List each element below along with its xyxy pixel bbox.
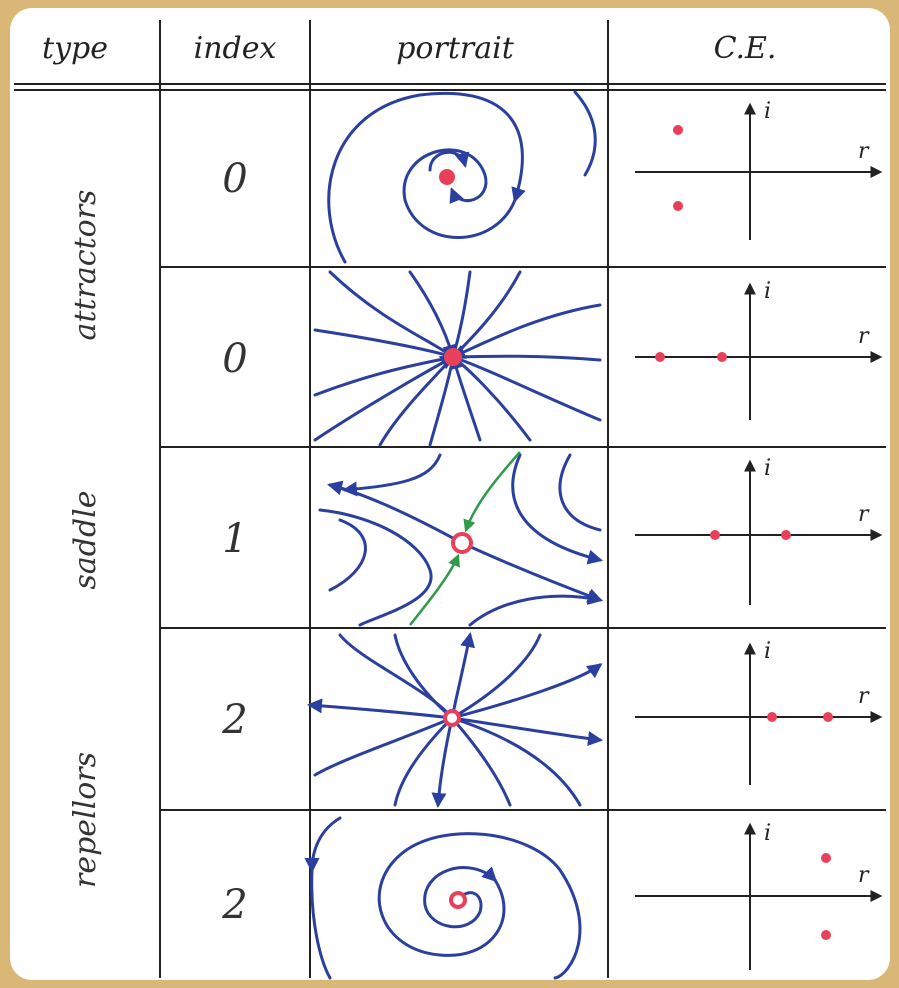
ce-plot: i r — [635, 99, 883, 240]
ce-plot: i r — [635, 279, 883, 420]
portrait-spiral-in — [327, 90, 597, 264]
ce-axis-label: r — [858, 139, 870, 164]
index: 1 — [222, 516, 247, 562]
portrait-node — [313, 270, 602, 447]
ce-axis-label: i — [764, 456, 771, 481]
ce-axis-label: i — [764, 639, 771, 664]
ce-plot: i r — [635, 456, 883, 605]
ce-axis-label: i — [764, 279, 771, 304]
header: C.E. — [714, 31, 777, 66]
grid — [14, 20, 886, 978]
portrait-spiral-out — [304, 816, 582, 980]
portrait-saddle — [318, 451, 603, 627]
ce-axis-label: r — [858, 324, 870, 349]
header: type — [42, 31, 108, 66]
ce-axis-label: r — [858, 684, 870, 709]
ce-axis-label: r — [858, 502, 870, 527]
type-label: repellors — [68, 752, 103, 888]
index: 2 — [221, 882, 247, 928]
index: 2 — [221, 697, 247, 743]
portrait-repellor-node — [307, 632, 603, 808]
ce-plot: i r — [635, 639, 883, 785]
index: 0 — [222, 156, 247, 202]
ce-axis-label: r — [858, 863, 870, 888]
ce-axis-label: i — [764, 821, 771, 846]
type-label: attractors — [68, 190, 103, 341]
panel — [10, 8, 890, 980]
ce-axis-label: i — [764, 99, 771, 124]
header: portrait — [396, 31, 514, 66]
index: 0 — [222, 336, 247, 382]
ce-plot: i r — [635, 821, 883, 970]
type-label: saddle — [68, 490, 103, 589]
header: index — [194, 31, 277, 66]
